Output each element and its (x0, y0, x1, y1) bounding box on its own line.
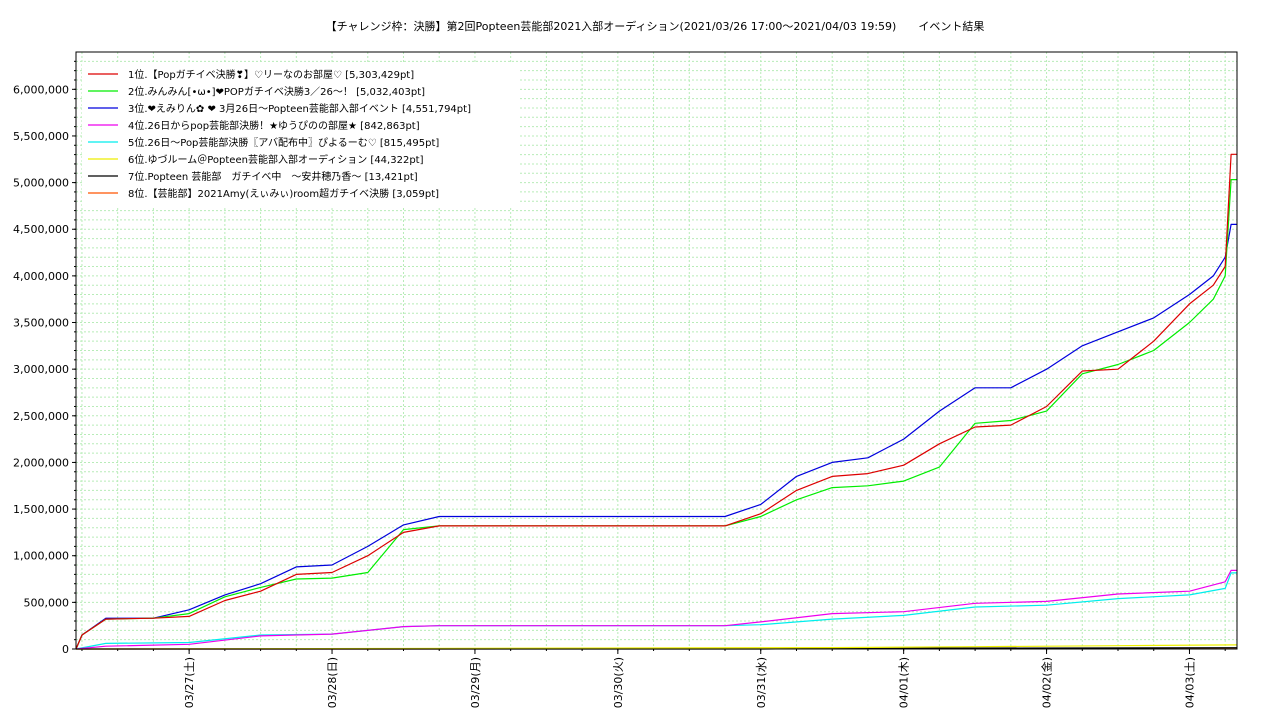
x-tick-label: 04/01(木) (898, 657, 911, 708)
x-tick-label: 03/28(日) (326, 657, 339, 708)
y-tick-label: 1,500,000 (13, 503, 69, 516)
y-tick-label: 2,000,000 (13, 456, 69, 469)
x-tick-label: 03/31(水) (755, 657, 768, 708)
legend-label: 3位.❤えみりん✿ ❤ 3月26日〜Popteen芸能部入部イベント [4,55… (128, 102, 471, 115)
x-tick-label: 04/02(金) (1040, 657, 1054, 708)
x-tick-label: 03/29(月) (469, 657, 482, 708)
legend-box (82, 64, 520, 208)
legend-label: 4位.26日からpop芸能部決勝！★ゆうぴのの部屋★ [842,863pt] (128, 119, 420, 132)
y-tick-label: 4,000,000 (13, 270, 69, 283)
plot-border (75, 51, 1238, 650)
y-tick-label: 6,000,000 (13, 83, 69, 96)
y-tick-label: 3,500,000 (13, 317, 69, 330)
legend-label: 5位.26日〜Pop芸能部決勝〖アバ配布中〗ぴよるーむ♡ [815,495pt] (128, 136, 439, 149)
series-line (75, 223, 1237, 650)
legend-label: 2位.みんみん[•ω•]❤POPガチイベ決勝3／26〜！ [5,032,403p… (128, 85, 425, 98)
x-tick-label: 04/03(土) (1183, 657, 1196, 708)
y-axis: 0 500,000 1,000,000 1,500,000 2,000,000 2,500… (13, 60, 76, 656)
x-axis: 03/27(土) 03/28(日) 03/29(月) 03/30(火) 03/31(水)… (81, 649, 1226, 708)
series-line (75, 572, 1237, 650)
legend-label: 6位.ゆづルーム＠Popteen芸能部入部オーディション [44,322pt] (128, 153, 424, 166)
chart-title: 【チャレンジ枠：決勝】第2回Popteen芸能部2021入部オーディション(20… (325, 20, 985, 33)
y-tick-label: 4,500,000 (13, 223, 69, 236)
series-line (75, 569, 1237, 650)
legend: 1位.【Popガチイベ決勝❣】♡リーなのお部屋♡ [5,303,429pt] 2位… (82, 64, 520, 208)
y-tick-label: 2,500,000 (13, 410, 69, 423)
y-tick-label: 0 (62, 643, 69, 656)
y-tick-label: 5,500,000 (13, 130, 69, 143)
series-line (75, 179, 1237, 650)
legend-label: 8位.【芸能部】2021Amy(えぃみぃ)room超ガチイベ決勝 [3,059p… (128, 187, 439, 200)
y-tick-label: 3,000,000 (13, 363, 69, 376)
y-tick-label: 5,000,000 (13, 177, 69, 190)
series-line (75, 153, 1237, 650)
x-tick-label: 03/30(火) (612, 657, 625, 708)
legend-label: 7位.Popteen 芸能部 ガチイベ中 〜安井穂乃香〜 [13,421pt] (128, 170, 418, 183)
legend-label: 1位.【Popガチイベ決勝❣】♡リーなのお部屋♡ [5,303,429pt] (128, 68, 414, 81)
x-tick-label: 03/27(土) (183, 657, 196, 708)
y-tick-label: 1,000,000 (13, 550, 69, 563)
y-tick-label: 500,000 (24, 596, 70, 609)
